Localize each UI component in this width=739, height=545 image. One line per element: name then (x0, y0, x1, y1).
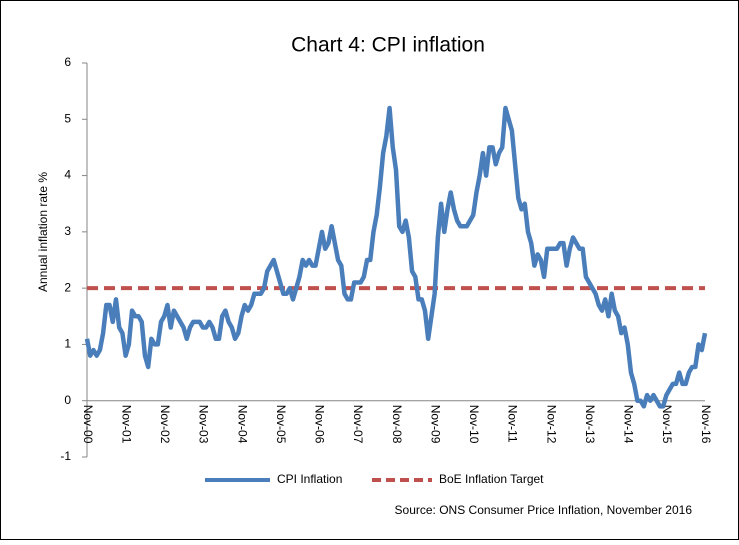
x-tick-label: Nov-06 (313, 405, 327, 444)
x-tick-label: Nov-16 (699, 405, 713, 444)
y-tick-label: 5 (64, 111, 71, 125)
y-tick-label: 0 (64, 393, 71, 407)
x-tick-label: Nov-08 (390, 405, 404, 444)
y-tick-label: 4 (64, 168, 71, 182)
y-tick-label: 1 (64, 337, 71, 351)
x-tick-label: Nov-03 (197, 405, 211, 444)
legend-label: BoE Inflation Target (439, 472, 544, 486)
x-tick-label: Nov-00 (81, 405, 95, 444)
y-axis-label: Annual inflation rate % (36, 172, 50, 292)
source: Source: ONS Consumer Price Inflation, No… (395, 503, 693, 517)
x-tick-label: Nov-14 (622, 405, 636, 444)
y-tick-label: 6 (64, 55, 71, 69)
legend-label: CPI Inflation (277, 472, 342, 486)
x-tick-label: Nov-12 (544, 405, 558, 444)
series-line (84, 105, 708, 409)
x-tick-label: Nov-09 (428, 405, 442, 444)
x-tick-label: Nov-04 (235, 405, 249, 444)
chart-title: Chart 4: CPI inflation (291, 34, 485, 57)
x-tick-label: Nov-13 (583, 405, 597, 444)
x-tick-label: Nov-02 (158, 405, 172, 444)
x-tick-label: Nov-10 (467, 405, 481, 444)
x-tick-label: Nov-01 (119, 405, 133, 444)
x-tick-label: Nov-11 (506, 405, 520, 443)
x-tick-label: Nov-15 (660, 405, 674, 444)
y-tick-label: -1 (60, 449, 71, 463)
x-tick-label: Nov-07 (351, 405, 365, 444)
y-tick-label: 3 (64, 224, 71, 238)
x-tick-label: Nov-05 (274, 405, 288, 444)
y-tick-label: 2 (64, 280, 71, 294)
